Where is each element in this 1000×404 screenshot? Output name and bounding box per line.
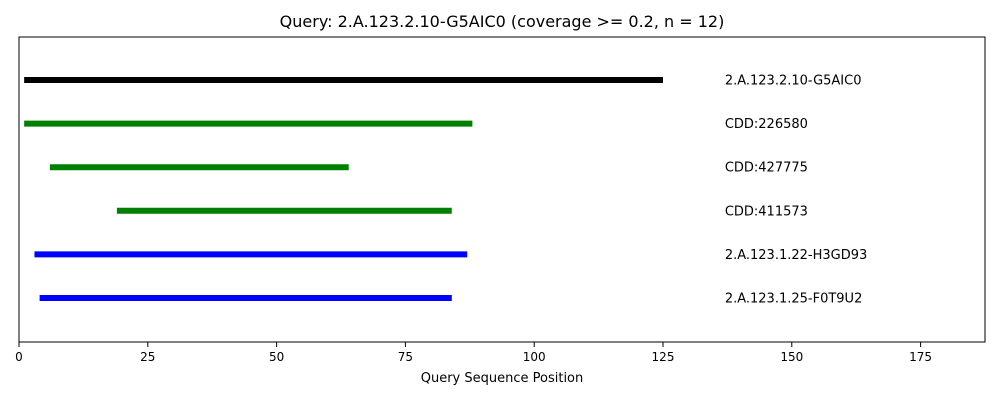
x-tick-label-3: 75 [398,350,413,364]
x-tick-label-0: 0 [15,350,23,364]
bar-labels-group: 2.A.123.2.10-G5AIC0 CDD:226580 CDD:427775 C… [725,74,867,307]
plot-frame [18,36,986,343]
bars-group [24,77,663,301]
range-bar-label-3: CDD:411573 [725,204,808,219]
x-tick-label-6: 150 [780,350,803,364]
x-tick-label-4: 100 [523,350,546,364]
x-tick-label-7: 175 [909,350,932,364]
range-bar-label-1: CDD:226580 [725,117,808,132]
range-bar-label-4: 2.A.123.1.22-H3GD93 [725,248,867,263]
x-axis: 0 25 50 75 100 125 150 175 [15,342,932,364]
range-bar-label-2: CDD:427775 [725,161,808,176]
range-bar-label-0: 2.A.123.2.10-G5AIC0 [725,74,862,89]
x-axis-label: Query Sequence Position [421,371,584,386]
x-tick-label-1: 25 [140,350,155,364]
x-tick-label-2: 50 [269,350,284,364]
chart-title: Query: 2.A.123.2.10-G5AIC0 (coverage >= … [280,12,725,31]
x-tick-label-5: 125 [652,350,675,364]
range-bar-label-5: 2.A.123.1.25-F0T9U2 [725,292,863,307]
